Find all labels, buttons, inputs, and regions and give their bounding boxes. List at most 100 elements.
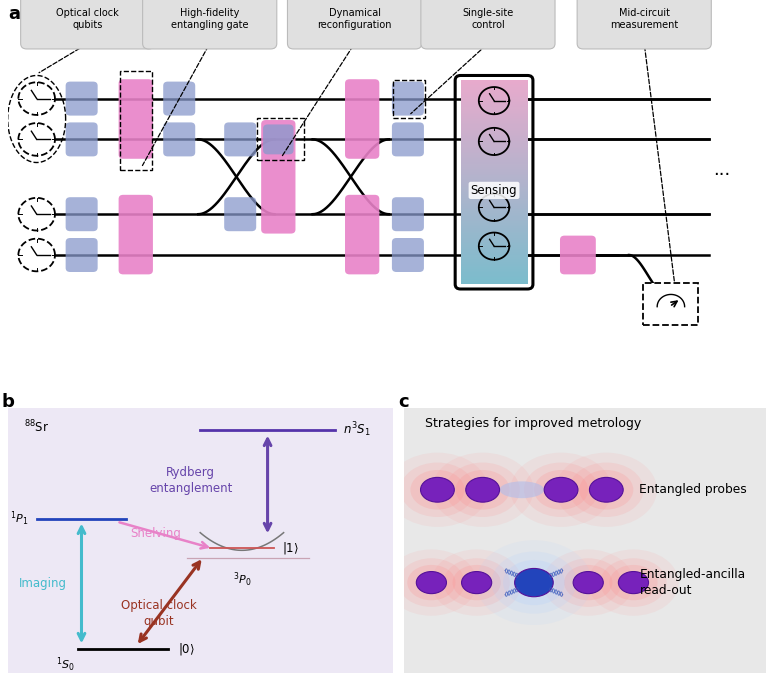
Bar: [460, 110, 527, 112]
Bar: [460, 197, 527, 199]
Bar: [460, 168, 527, 171]
FancyBboxPatch shape: [392, 122, 424, 156]
Bar: [460, 125, 527, 128]
Bar: [460, 86, 527, 89]
Bar: [460, 124, 527, 126]
FancyBboxPatch shape: [392, 82, 424, 116]
Circle shape: [564, 565, 612, 600]
Text: Shelving: Shelving: [130, 528, 181, 541]
FancyBboxPatch shape: [119, 195, 153, 274]
Text: $^{88}$Sr: $^{88}$Sr: [24, 419, 49, 436]
Bar: [460, 222, 527, 224]
Text: Dynamical
reconfiguration: Dynamical reconfiguration: [317, 8, 392, 30]
Bar: [460, 279, 527, 281]
Bar: [460, 80, 527, 82]
Bar: [460, 152, 527, 155]
Bar: [460, 256, 527, 259]
Text: $^{3}P_0$: $^{3}P_0$: [233, 571, 251, 589]
FancyBboxPatch shape: [21, 0, 155, 49]
FancyBboxPatch shape: [65, 122, 98, 156]
Bar: [460, 127, 527, 129]
Bar: [460, 167, 527, 169]
Circle shape: [556, 453, 657, 527]
Circle shape: [569, 462, 644, 517]
Circle shape: [524, 462, 598, 517]
Circle shape: [589, 477, 623, 502]
Bar: [460, 202, 527, 205]
FancyBboxPatch shape: [421, 0, 555, 49]
FancyBboxPatch shape: [65, 238, 98, 272]
Bar: [460, 248, 527, 250]
Bar: [460, 275, 527, 277]
FancyBboxPatch shape: [398, 403, 770, 677]
Bar: [460, 118, 527, 121]
Text: $|1\rangle$: $|1\rangle$: [283, 540, 300, 556]
FancyBboxPatch shape: [392, 197, 424, 231]
Bar: [460, 146, 527, 148]
Bar: [460, 171, 527, 174]
Bar: [460, 185, 527, 188]
Bar: [460, 108, 527, 111]
Circle shape: [410, 470, 464, 509]
Bar: [460, 182, 527, 184]
Text: $^{1}S_0$: $^{1}S_0$: [56, 656, 75, 674]
FancyBboxPatch shape: [644, 283, 698, 325]
FancyBboxPatch shape: [560, 236, 596, 274]
FancyBboxPatch shape: [224, 197, 256, 231]
Bar: [460, 243, 527, 245]
FancyBboxPatch shape: [2, 403, 399, 677]
Bar: [460, 180, 527, 182]
Bar: [460, 115, 527, 118]
Circle shape: [456, 470, 510, 509]
Bar: [460, 134, 527, 136]
Bar: [460, 273, 527, 276]
Bar: [460, 112, 527, 114]
Circle shape: [503, 560, 565, 605]
Bar: [460, 88, 527, 90]
Bar: [460, 154, 527, 157]
Bar: [460, 211, 527, 213]
Circle shape: [618, 571, 648, 594]
Bar: [460, 122, 527, 124]
Bar: [460, 252, 527, 254]
Bar: [460, 271, 527, 274]
Bar: [460, 209, 527, 211]
Bar: [460, 160, 527, 162]
Bar: [460, 107, 527, 109]
Bar: [460, 205, 527, 208]
Bar: [460, 263, 527, 265]
FancyBboxPatch shape: [163, 122, 196, 156]
Circle shape: [400, 462, 474, 517]
Text: High-fidelity
entangling gate: High-fidelity entangling gate: [171, 8, 249, 30]
Bar: [460, 95, 527, 97]
Bar: [460, 163, 527, 165]
Circle shape: [573, 571, 604, 594]
Text: c: c: [398, 392, 409, 411]
Bar: [460, 280, 527, 283]
FancyBboxPatch shape: [345, 80, 380, 158]
Text: Optical clock
qubits: Optical clock qubits: [56, 8, 119, 30]
Bar: [460, 265, 527, 267]
Circle shape: [431, 549, 522, 616]
Bar: [460, 178, 527, 181]
Bar: [460, 214, 527, 216]
Text: Imaging: Imaging: [19, 577, 67, 590]
Circle shape: [461, 571, 492, 594]
Bar: [460, 216, 527, 218]
Bar: [460, 137, 527, 140]
Bar: [460, 231, 527, 233]
Bar: [460, 224, 527, 226]
Bar: [460, 192, 527, 194]
Bar: [460, 91, 527, 94]
Bar: [460, 131, 527, 133]
Bar: [460, 200, 527, 203]
Bar: [460, 84, 527, 87]
Bar: [460, 93, 527, 95]
Circle shape: [543, 549, 634, 616]
Circle shape: [514, 568, 553, 597]
Circle shape: [398, 558, 464, 607]
Circle shape: [386, 549, 477, 616]
Ellipse shape: [500, 481, 544, 498]
Bar: [460, 150, 527, 152]
Bar: [460, 98, 527, 101]
